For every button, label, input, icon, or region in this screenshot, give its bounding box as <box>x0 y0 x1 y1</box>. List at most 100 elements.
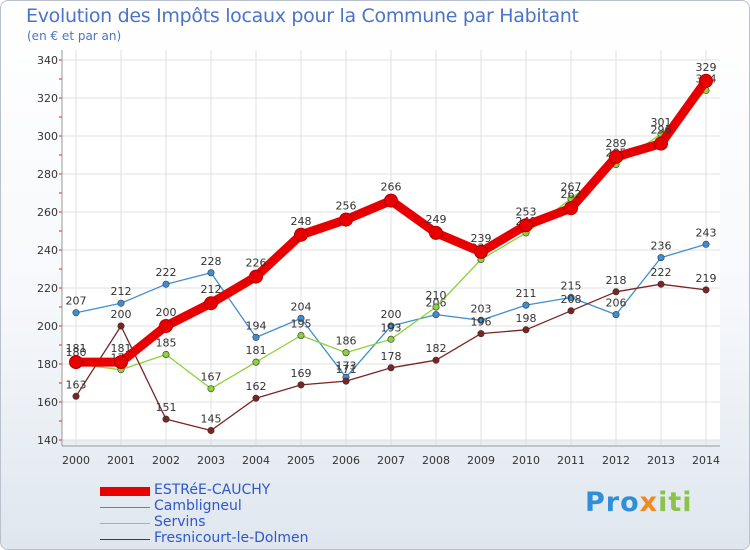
x-tick-label-2007: 2007 <box>377 454 405 467</box>
data-point-fresnicourt-le-dolmen-2003 <box>207 426 215 434</box>
y-tick-label-220: 220 <box>37 282 58 295</box>
data-label-servins-2005: 195 <box>291 318 312 331</box>
data-point-estree-cauchy-2001 <box>114 355 128 370</box>
data-label-estree-cauchy-2012: 289 <box>606 137 627 150</box>
data-label-cambligneul-2014: 243 <box>696 226 717 239</box>
data-point-estree-cauchy-2000 <box>69 355 83 370</box>
data-label-estree-cauchy-2010: 253 <box>516 205 537 218</box>
data-label-estree-cauchy-2014: 329 <box>696 61 717 74</box>
data-label-estree-cauchy-2007: 266 <box>381 181 402 194</box>
x-tick-label-2014: 2014 <box>692 454 720 467</box>
data-label-fresnicourt-le-dolmen-2001: 200 <box>111 308 132 321</box>
y-tick-label-240: 240 <box>37 244 58 257</box>
data-point-cambligneul-2008 <box>432 311 440 319</box>
data-label-cambligneul-2012: 206 <box>606 297 627 310</box>
data-label-servins-2008: 210 <box>426 289 447 302</box>
data-label-estree-cauchy-2003: 212 <box>201 283 222 296</box>
data-label-estree-cauchy-2000: 181 <box>66 342 87 355</box>
chart-subtitle: (en € et par an) <box>27 29 122 43</box>
y-tick-label-160: 160 <box>37 396 58 409</box>
data-label-fresnicourt-le-dolmen-2003: 145 <box>201 413 222 426</box>
proxiti-logo: Proxiti <box>585 487 693 518</box>
data-point-cambligneul-2011 <box>567 293 575 301</box>
data-label-cambligneul-2004: 194 <box>246 319 267 332</box>
legend-label-servins: Servins <box>154 514 206 530</box>
x-tick-label-2001: 2001 <box>107 454 135 467</box>
data-label-estree-cauchy-2004: 226 <box>246 257 267 270</box>
data-label-estree-cauchy-2002: 200 <box>156 306 177 319</box>
data-label-servins-2000: 180 <box>66 346 87 359</box>
data-label-cambligneul-2010: 211 <box>516 287 537 300</box>
data-label-cambligneul-2005: 204 <box>291 300 312 313</box>
data-label-cambligneul-2008: 206 <box>426 297 447 310</box>
data-point-estree-cauchy-2004 <box>249 269 263 284</box>
y-tick-label-200: 200 <box>37 320 58 333</box>
y-tick-label-320: 320 <box>37 92 58 105</box>
data-label-cambligneul-2011: 215 <box>561 280 582 293</box>
data-point-cambligneul-2002 <box>162 280 170 288</box>
data-label-cambligneul-2003: 228 <box>201 255 222 268</box>
x-tick-label-2013: 2013 <box>647 454 675 467</box>
data-point-estree-cauchy-2014 <box>699 73 713 88</box>
data-point-servins-2005 <box>297 331 305 339</box>
data-point-estree-cauchy-2006 <box>339 212 353 227</box>
x-tick-label-2012: 2012 <box>602 454 630 467</box>
data-point-cambligneul-2009 <box>477 316 485 324</box>
data-point-fresnicourt-le-dolmen-2006 <box>342 377 350 385</box>
data-point-fresnicourt-le-dolmen-2012 <box>612 288 620 296</box>
x-tick-label-2003: 2003 <box>197 454 225 467</box>
data-point-fresnicourt-le-dolmen-2007 <box>387 364 395 372</box>
data-label-fresnicourt-le-dolmen-2010: 198 <box>516 312 537 325</box>
data-point-servins-2004 <box>252 358 260 366</box>
data-label-cambligneul-2000: 207 <box>66 295 87 308</box>
data-label-fresnicourt-le-dolmen-2006: 171 <box>336 363 357 376</box>
legend-label-estree-cauchy: ESTRéE-CAUCHY <box>154 482 271 498</box>
data-label-fresnicourt-le-dolmen-2008: 182 <box>426 342 447 355</box>
data-point-estree-cauchy-2013 <box>654 136 668 151</box>
data-point-fresnicourt-le-dolmen-2001 <box>117 322 125 330</box>
data-label-fresnicourt-le-dolmen-2007: 178 <box>381 350 402 363</box>
data-point-fresnicourt-le-dolmen-2010 <box>522 326 530 334</box>
legend-swatch-cambligneul <box>100 507 150 508</box>
series-estree-cauchy: 181 181 200 212 226 248 256 266 249 239 253 262 289 2… <box>66 61 717 370</box>
data-point-fresnicourt-le-dolmen-2009 <box>477 330 485 338</box>
x-tick-label-2009: 2009 <box>467 454 495 467</box>
data-label-fresnicourt-le-dolmen-2002: 151 <box>156 401 177 414</box>
data-label-estree-cauchy-2013: 296 <box>651 124 672 137</box>
y-tick-label-180: 180 <box>37 358 58 371</box>
data-point-estree-cauchy-2005 <box>294 227 308 242</box>
data-label-cambligneul-2006: 173 <box>336 359 357 372</box>
data-point-cambligneul-2010 <box>522 301 530 309</box>
data-label-fresnicourt-le-dolmen-2014: 219 <box>696 272 717 285</box>
data-label-servins-2013: 301 <box>651 116 672 129</box>
data-label-cambligneul-2002: 222 <box>156 266 177 279</box>
data-point-fresnicourt-le-dolmen-2008 <box>432 356 440 364</box>
data-point-servins-2003 <box>207 385 215 393</box>
data-point-servins-2002 <box>162 350 170 358</box>
data-label-estree-cauchy-2006: 256 <box>336 200 357 213</box>
legend-item-estree-cauchy: ESTRéE-CAUCHY <box>100 482 360 500</box>
x-tick-label-2005: 2005 <box>287 454 315 467</box>
data-point-fresnicourt-le-dolmen-2013 <box>657 280 665 288</box>
data-label-estree-cauchy-2005: 248 <box>291 215 312 228</box>
x-tick-label-2004: 2004 <box>242 454 270 467</box>
y-tick-label-280: 280 <box>37 168 58 181</box>
legend-swatch-servins <box>100 523 150 524</box>
data-point-fresnicourt-le-dolmen-2005 <box>297 381 305 389</box>
legend-item-servins: Servins <box>100 514 360 532</box>
x-tick-label-2011: 2011 <box>557 454 585 467</box>
data-label-servins-2006: 186 <box>336 335 357 348</box>
data-point-estree-cauchy-2008 <box>429 225 443 240</box>
data-label-servins-2011: 267 <box>561 181 582 194</box>
x-tick-label-2002: 2002 <box>152 454 180 467</box>
chart-title: Evolution des Impôts locaux pour la Comm… <box>26 5 579 27</box>
data-label-estree-cauchy-2001: 181 <box>111 342 132 355</box>
legend-item-cambligneul: Cambligneul <box>100 498 360 516</box>
x-tick-label-2006: 2006 <box>332 454 360 467</box>
legend-label-cambligneul: Cambligneul <box>154 498 242 514</box>
data-point-servins-2007 <box>387 335 395 343</box>
data-label-servins-2004: 181 <box>246 344 267 357</box>
data-label-cambligneul-2009: 203 <box>471 302 492 315</box>
y-tick-label-260: 260 <box>37 206 58 219</box>
